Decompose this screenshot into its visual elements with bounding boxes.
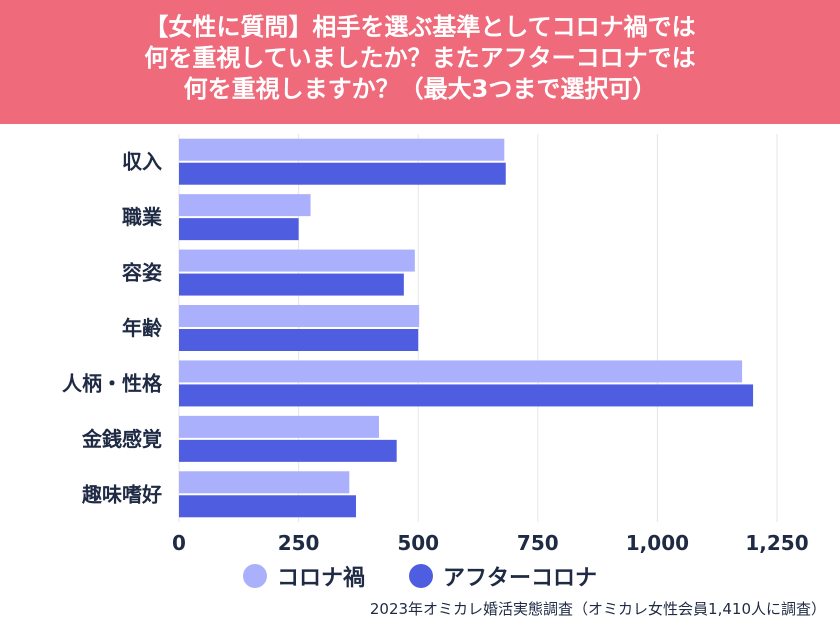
bar-after [179, 218, 299, 241]
x-tick-label: 1,250 [745, 531, 808, 554]
bar-after [179, 384, 754, 407]
bar-before [179, 415, 379, 438]
bar-before [179, 249, 415, 272]
bars [179, 138, 754, 518]
bar-before [179, 471, 350, 494]
bar-before [179, 138, 505, 161]
bar-after [179, 439, 397, 462]
legend: コロナ禍 アフターコロナ [0, 559, 840, 593]
category-label: 人柄・性格 [62, 371, 163, 395]
bar-after [179, 495, 357, 518]
category-label: 年齢 [122, 316, 163, 340]
category-label: 趣味嗜好 [81, 482, 162, 506]
bar-after [179, 162, 506, 185]
legend-swatch-before [242, 564, 267, 588]
x-tick-label: 750 [517, 531, 559, 554]
bar-before [179, 360, 743, 383]
legend-label-after: アフターコロナ [443, 566, 598, 591]
x-tick-labels: 0 250 500 750 1,000 1,250 [172, 531, 809, 554]
legend-item-before: コロナ禍 [242, 560, 365, 592]
source-note: 2023年オミカレ婚活実態調査（オミカレ女性会員1,410人に調査） [369, 600, 826, 618]
bar-before [179, 305, 420, 327]
category-label: 職業 [122, 205, 163, 229]
x-tick-label: 0 [172, 531, 186, 554]
category-label: 容姿 [122, 261, 162, 285]
legend-label-before: コロナ禍 [276, 566, 365, 591]
x-tick-label: 250 [278, 531, 320, 554]
chart-title-line-2: 何を重視していましたか？またアフターコロナでは [144, 44, 696, 72]
chart-title-line-3: 何を重視しますか？（最大3つまで選択可） [183, 75, 657, 103]
grid-lines [178, 134, 778, 522]
legend-item-after: アフターコロナ [409, 560, 597, 592]
chart-title-banner: 【女性に質問】相手を選ぶ基準としてコロナ禍では 何を重視していましたか？またアフ… [0, 0, 840, 124]
bar-before [179, 194, 311, 217]
legend-swatch-after [409, 564, 433, 588]
category-label: 収入 [122, 150, 162, 174]
chart-title-line-1: 【女性に質問】相手を選ぶ基準としてコロナ禍では [144, 13, 696, 41]
bar-after [179, 273, 404, 296]
bar-after [179, 329, 419, 351]
x-tick-label: 500 [397, 531, 439, 554]
x-tick-label: 1,000 [626, 531, 689, 554]
category-label: 金銭感覚 [81, 427, 162, 451]
